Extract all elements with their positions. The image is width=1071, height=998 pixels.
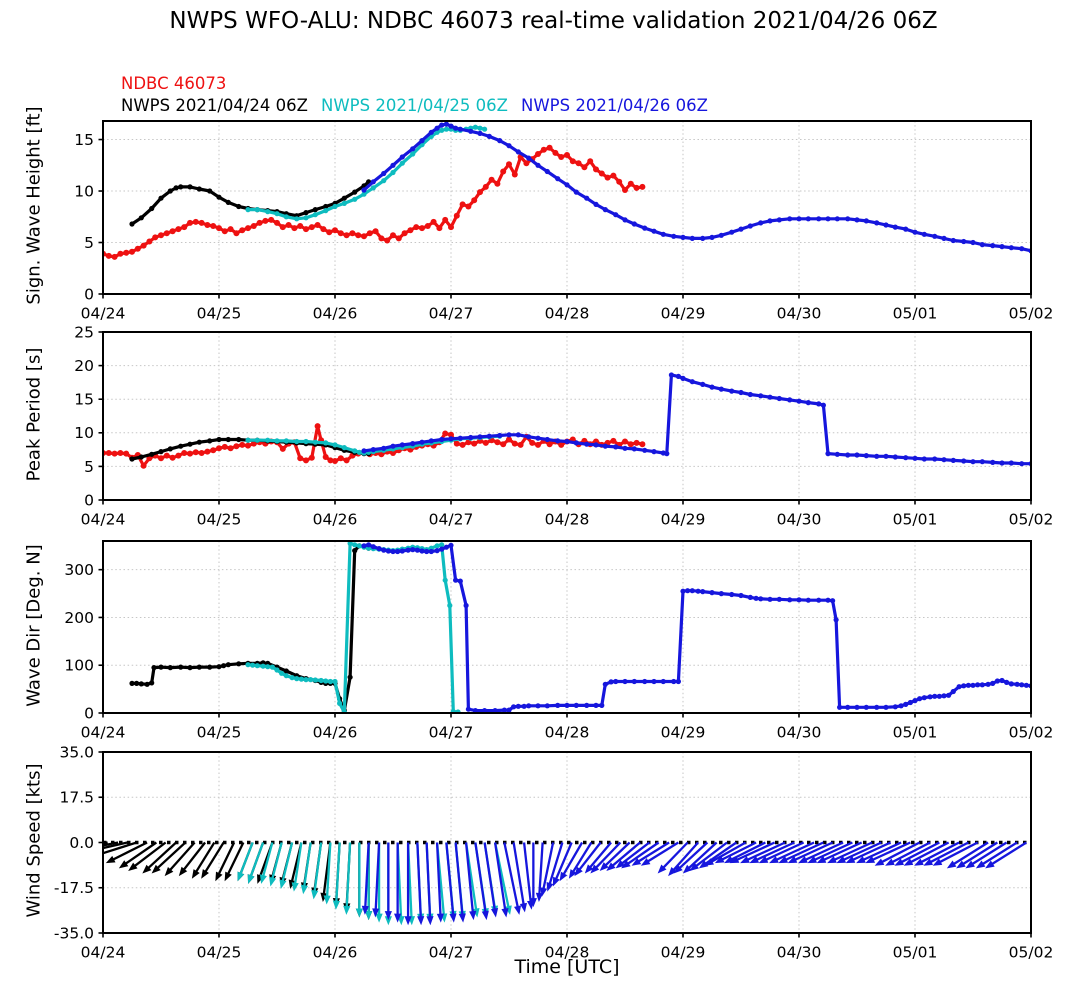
svg-text:04/25: 04/25 [197,944,242,962]
svg-text:04/26: 04/26 [313,944,358,962]
svg-text:04/26: 04/26 [313,724,358,742]
svg-text:05/02: 05/02 [1009,511,1054,529]
svg-text:04/26: 04/26 [313,305,358,323]
legend-item-run0424: NWPS 2021/04/24 06Z [121,96,308,115]
svg-text:04/24: 04/24 [81,305,126,323]
x-axis-label: Time [UTC] [514,956,620,978]
svg-text:0: 0 [84,704,94,722]
svg-text:0.0: 0.0 [69,834,94,852]
svg-text:200: 200 [64,609,94,627]
svg-text:5: 5 [84,234,94,252]
svg-text:05/01: 05/01 [893,724,938,742]
svg-text:10: 10 [74,424,94,442]
svg-text:04/30: 04/30 [777,511,822,529]
svg-text:15: 15 [74,391,94,409]
svg-text:-35.0: -35.0 [54,924,94,942]
svg-text:15: 15 [74,131,94,149]
svg-text:05/02: 05/02 [1009,305,1054,323]
svg-text:20: 20 [74,357,94,375]
svg-text:04/28: 04/28 [545,511,590,529]
svg-text:35.0: 35.0 [59,743,94,761]
svg-text:0: 0 [84,491,94,509]
svg-text:-17.5: -17.5 [54,879,94,897]
svg-text:10: 10 [74,182,94,200]
svg-text:04/24: 04/24 [81,724,126,742]
svg-text:25: 25 [74,323,94,341]
svg-text:5: 5 [84,458,94,476]
svg-text:05/01: 05/01 [893,944,938,962]
svg-text:0: 0 [84,285,94,303]
svg-text:04/28: 04/28 [545,944,590,962]
svg-text:04/25: 04/25 [197,511,242,529]
legend-item-run0426: NWPS 2021/04/26 06Z [521,96,708,115]
svg-text:04/25: 04/25 [197,724,242,742]
svg-text:04/25: 04/25 [197,305,242,323]
svg-text:04/27: 04/27 [429,724,474,742]
svg-text:04/27: 04/27 [429,305,474,323]
svg-text:04/27: 04/27 [429,511,474,529]
svg-text:04/30: 04/30 [777,305,822,323]
svg-text:100: 100 [64,657,94,675]
svg-text:04/24: 04/24 [81,511,126,529]
svg-text:17.5: 17.5 [59,789,94,807]
svg-text:04/30: 04/30 [777,944,822,962]
svg-text:300: 300 [64,561,94,579]
svg-text:04/29: 04/29 [661,724,706,742]
svg-text:04/24: 04/24 [81,944,126,962]
svg-text:04/28: 04/28 [545,305,590,323]
svg-text:04/26: 04/26 [313,511,358,529]
svg-text:05/01: 05/01 [893,511,938,529]
svg-text:04/29: 04/29 [661,305,706,323]
svg-text:04/28: 04/28 [545,724,590,742]
svg-text:05/02: 05/02 [1009,944,1054,962]
svg-text:04/27: 04/27 [429,944,474,962]
svg-text:05/01: 05/01 [893,305,938,323]
legend-item-run0425: NWPS 2021/04/25 06Z [321,96,508,115]
svg-text:04/30: 04/30 [777,724,822,742]
svg-text:04/29: 04/29 [661,944,706,962]
chart-title: NWPS WFO-ALU: NDBC 46073 real-time valid… [169,8,938,34]
legend-item-ndbc: NDBC 46073 [121,74,227,93]
svg-text:05/02: 05/02 [1009,724,1054,742]
svg-text:04/29: 04/29 [661,511,706,529]
